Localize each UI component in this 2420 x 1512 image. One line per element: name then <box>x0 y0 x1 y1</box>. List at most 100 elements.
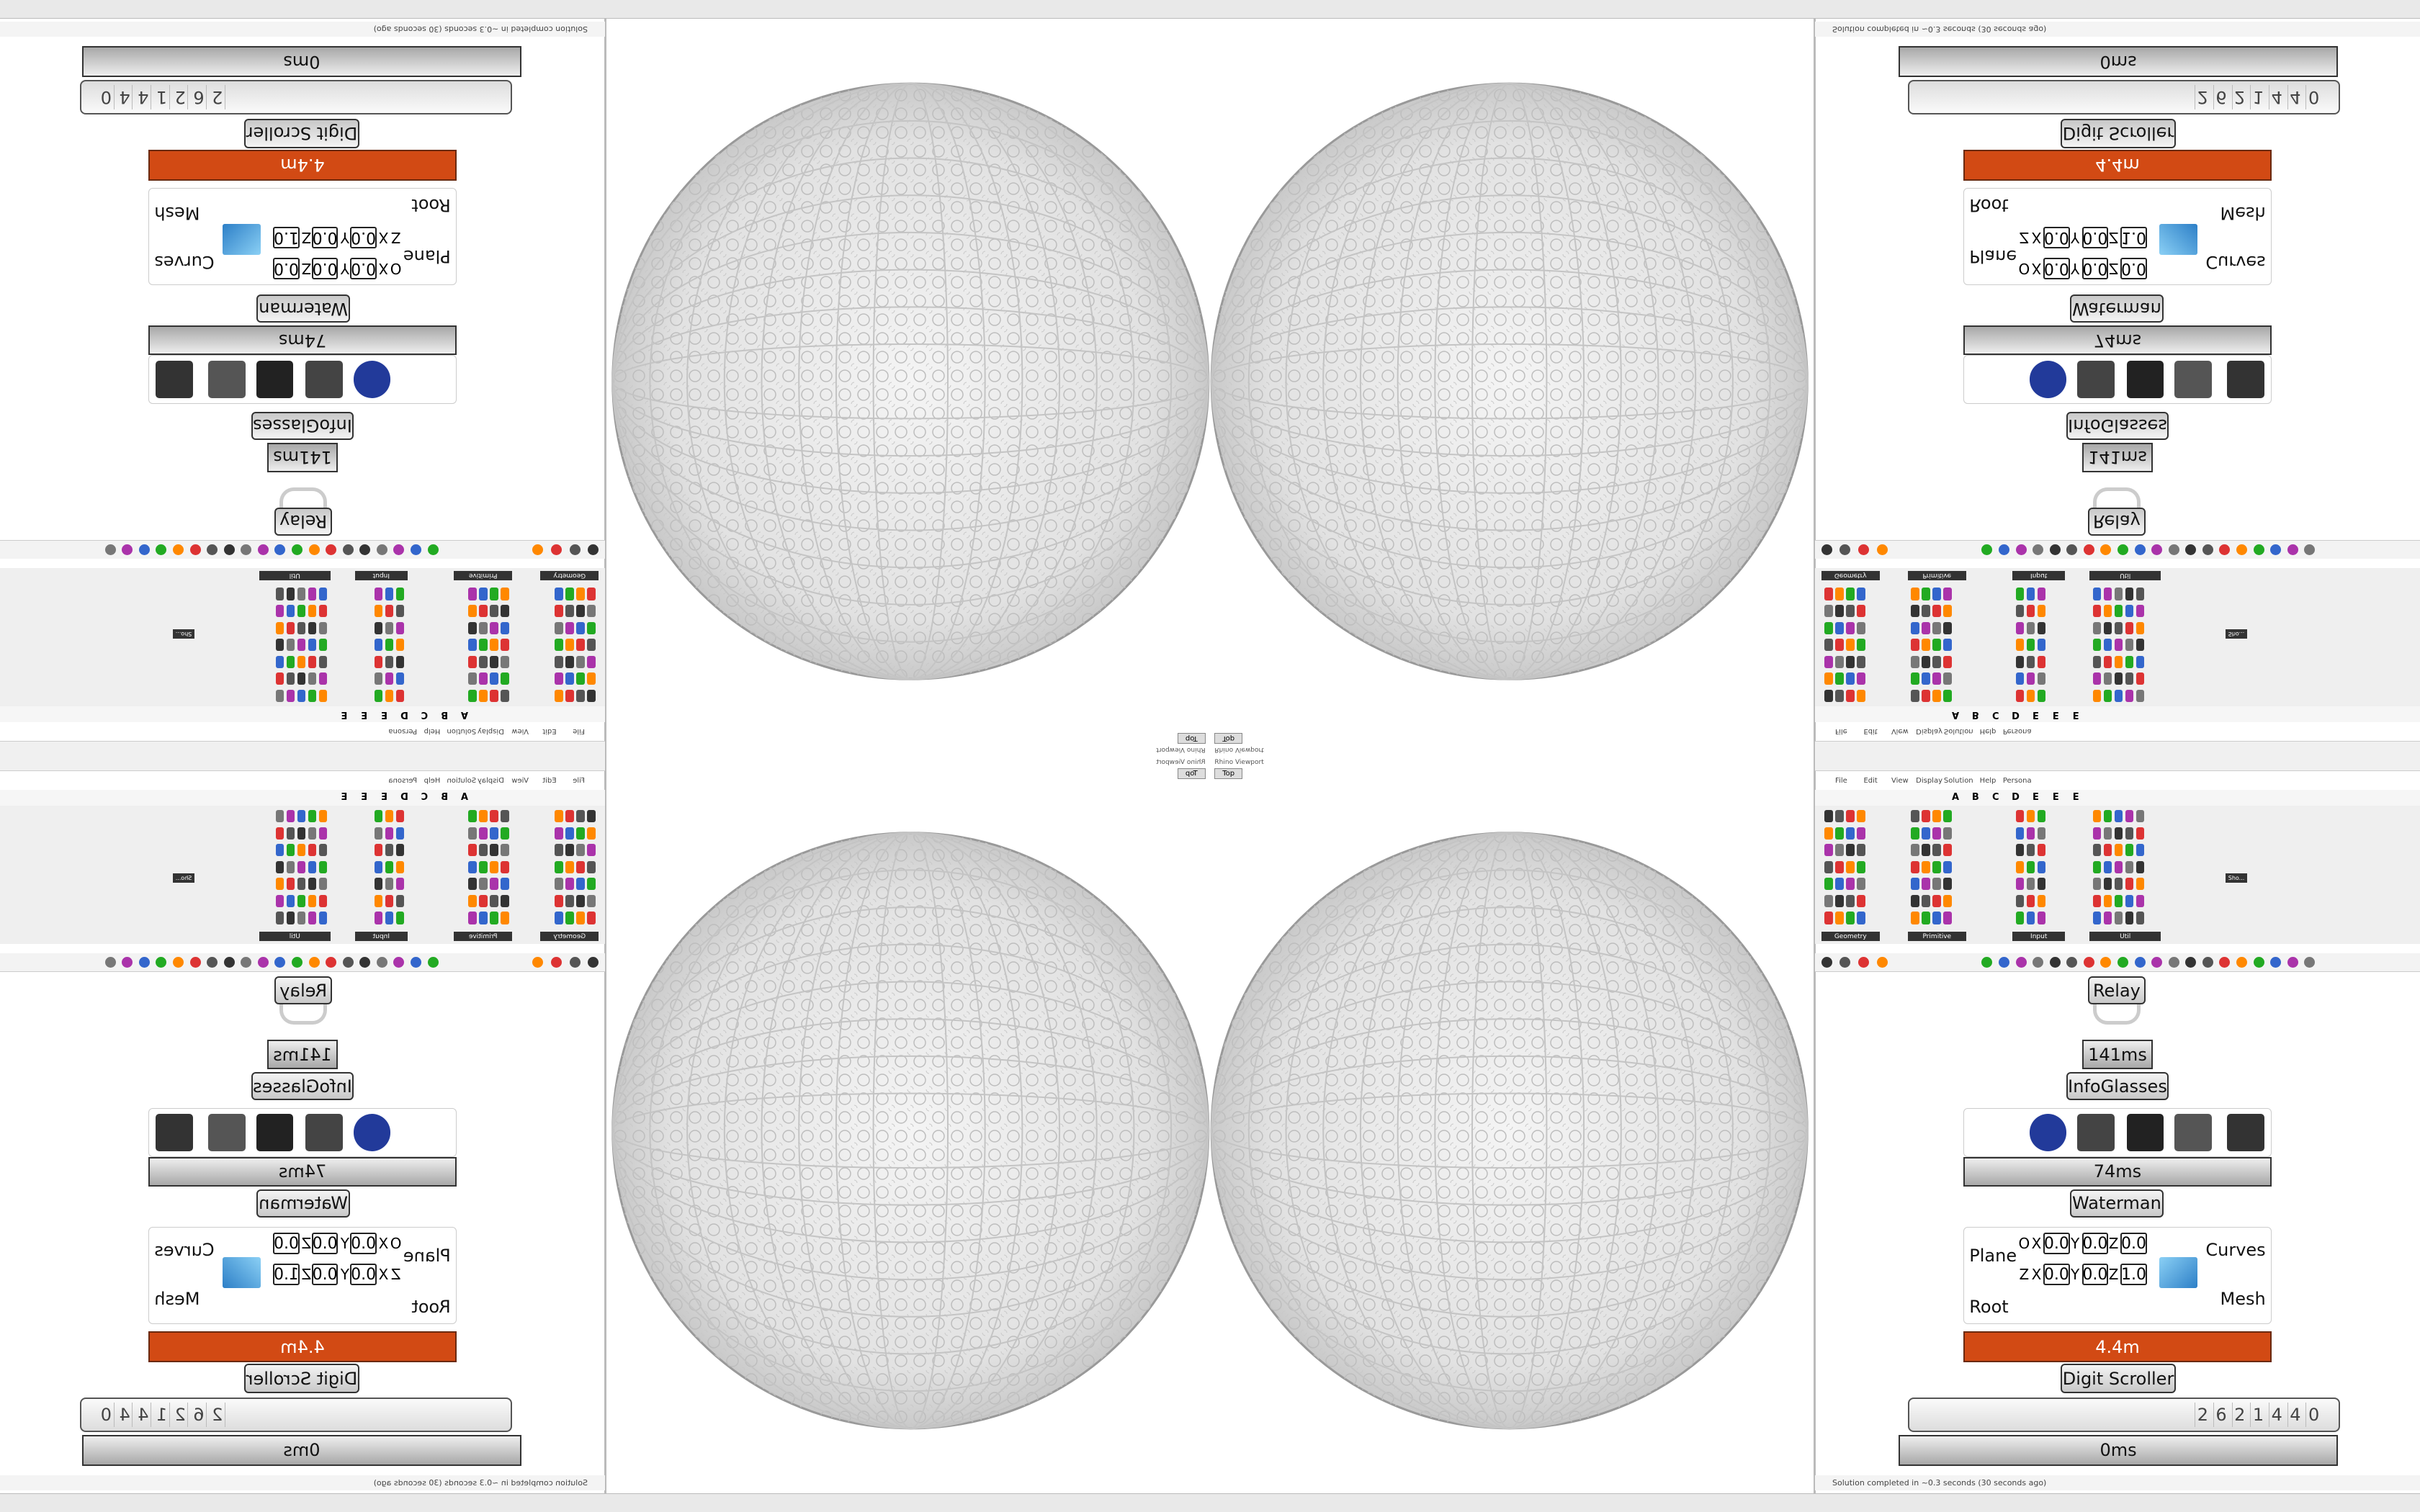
palette-icon[interactable] <box>479 639 488 652</box>
palette-icon[interactable] <box>1932 827 1941 840</box>
palette-icon[interactable] <box>1834 672 1844 685</box>
palette-icon[interactable] <box>2092 810 2102 823</box>
palette-icon[interactable] <box>2015 655 2025 668</box>
palette-icon[interactable] <box>2136 844 2145 857</box>
palette-tab[interactable]: Sho... <box>2226 629 2247 639</box>
palette-icon[interactable] <box>1942 844 1952 857</box>
infoglasses[interactable]: InfoGlasses <box>2066 412 2169 440</box>
palette-icon[interactable] <box>1910 672 1919 685</box>
palette-icon[interactable] <box>468 655 478 668</box>
palette-icon[interactable] <box>374 827 383 840</box>
palette-icon[interactable] <box>1824 672 1833 685</box>
palette-icon[interactable] <box>555 639 564 652</box>
digit-scroller[interactable]: Digit Scroller <box>243 119 360 148</box>
palette-icon[interactable] <box>1921 912 1930 924</box>
component-icon[interactable] <box>208 1114 246 1151</box>
palette-icon[interactable] <box>479 878 488 891</box>
toolbar-button[interactable] <box>1839 956 1851 968</box>
palette-letter[interactable]: E <box>2052 792 2059 804</box>
palette-icon[interactable] <box>468 672 478 685</box>
value-field[interactable]: 0.0 <box>2043 257 2070 279</box>
palette-icon[interactable] <box>2136 655 2145 668</box>
palette-icon[interactable] <box>501 605 510 618</box>
palette-icon[interactable] <box>2092 689 2102 702</box>
palette-icon[interactable] <box>374 689 383 702</box>
value-field[interactable]: 0.0 <box>2043 1233 2070 1255</box>
menu-item[interactable]: Solution <box>447 776 477 785</box>
palette-icon[interactable] <box>1856 912 1865 924</box>
palette-icon[interactable] <box>1824 655 1833 668</box>
palette-icon[interactable] <box>1824 860 1833 873</box>
palette-icon[interactable] <box>275 894 284 907</box>
component-icon[interactable] <box>156 1114 193 1151</box>
palette-icon[interactable] <box>2037 605 2046 618</box>
digit[interactable]: 6 <box>2213 1402 2228 1428</box>
toolbar-button[interactable] <box>1981 956 1993 968</box>
palette-icon[interactable] <box>286 827 295 840</box>
palette-icon[interactable] <box>1932 639 1941 652</box>
palette-icon[interactable] <box>2125 894 2134 907</box>
palette-icon[interactable] <box>2114 605 2123 618</box>
palette-icon[interactable] <box>479 621 488 634</box>
palette-icon[interactable] <box>318 621 328 634</box>
palette-icon[interactable] <box>395 860 405 873</box>
palette-icon[interactable] <box>2136 912 2145 924</box>
palette-icon[interactable] <box>1921 878 1930 891</box>
value-field[interactable]: 0.0 <box>2081 227 2109 248</box>
palette-icon[interactable] <box>555 878 564 891</box>
palette-icon[interactable] <box>1845 655 1855 668</box>
palette-icon[interactable] <box>2125 810 2134 823</box>
palette-icon[interactable] <box>297 672 306 685</box>
palette-icon[interactable] <box>1824 912 1833 924</box>
palette-icon[interactable] <box>318 878 328 891</box>
palette-tab[interactable]: Primitive <box>1907 570 1966 580</box>
palette-icon[interactable] <box>1824 689 1833 702</box>
palette-icon[interactable] <box>1845 912 1855 924</box>
palette-icon[interactable] <box>490 894 499 907</box>
menu-item[interactable]: Display <box>1916 776 1942 785</box>
palette-icon[interactable] <box>297 655 306 668</box>
palette-icon[interactable] <box>1932 672 1941 685</box>
palette-icon[interactable] <box>576 912 586 924</box>
digit[interactable]: 1 <box>154 1402 170 1428</box>
menu-item[interactable]: Help <box>424 776 441 785</box>
digit[interactable]: 6 <box>191 1402 207 1428</box>
palette-icon[interactable] <box>587 827 596 840</box>
palette-icon[interactable] <box>1856 639 1865 652</box>
toolbar-button[interactable] <box>2287 956 2298 968</box>
toolbar-button[interactable] <box>104 956 116 968</box>
palette-icon[interactable] <box>308 605 317 618</box>
view-button[interactable]: Top <box>1214 768 1242 780</box>
palette-icon[interactable] <box>1834 827 1844 840</box>
palette-icon[interactable] <box>468 894 478 907</box>
palette-icon[interactable] <box>468 639 478 652</box>
palette-icon[interactable] <box>1845 588 1855 600</box>
palette-icon[interactable] <box>1824 588 1833 600</box>
palette-tab[interactable]: Input <box>2012 932 2066 942</box>
palette-icon[interactable] <box>501 810 510 823</box>
palette-icon[interactable] <box>1845 878 1855 891</box>
palette-icon[interactable] <box>1856 844 1865 857</box>
component-icon[interactable] <box>353 1114 391 1151</box>
palette-icon[interactable] <box>2037 844 2046 857</box>
palette-icon[interactable] <box>1856 655 1865 668</box>
palette-icon[interactable] <box>468 844 478 857</box>
value-field[interactable]: 0.0 <box>311 257 339 279</box>
palette-icon[interactable] <box>385 844 394 857</box>
palette-icon[interactable] <box>1845 894 1855 907</box>
digit[interactable]: 0 <box>2305 1402 2321 1428</box>
palette-icon[interactable] <box>490 588 499 600</box>
palette-icon[interactable] <box>2103 605 2112 618</box>
palette-icon[interactable] <box>1942 689 1952 702</box>
palette-icon[interactable] <box>1942 639 1952 652</box>
palette-icon[interactable] <box>318 827 328 840</box>
palette-icon[interactable] <box>490 844 499 857</box>
palette-icon[interactable] <box>308 639 317 652</box>
palette-icon[interactable] <box>1932 655 1941 668</box>
palette-icon[interactable] <box>479 912 488 924</box>
palette-icon[interactable] <box>1834 621 1844 634</box>
value-field[interactable]: 1.0 <box>2120 227 2147 248</box>
digit[interactable]: 1 <box>2250 1402 2265 1428</box>
palette-icon[interactable] <box>1932 878 1941 891</box>
menu-item[interactable]: Edit <box>542 727 557 736</box>
